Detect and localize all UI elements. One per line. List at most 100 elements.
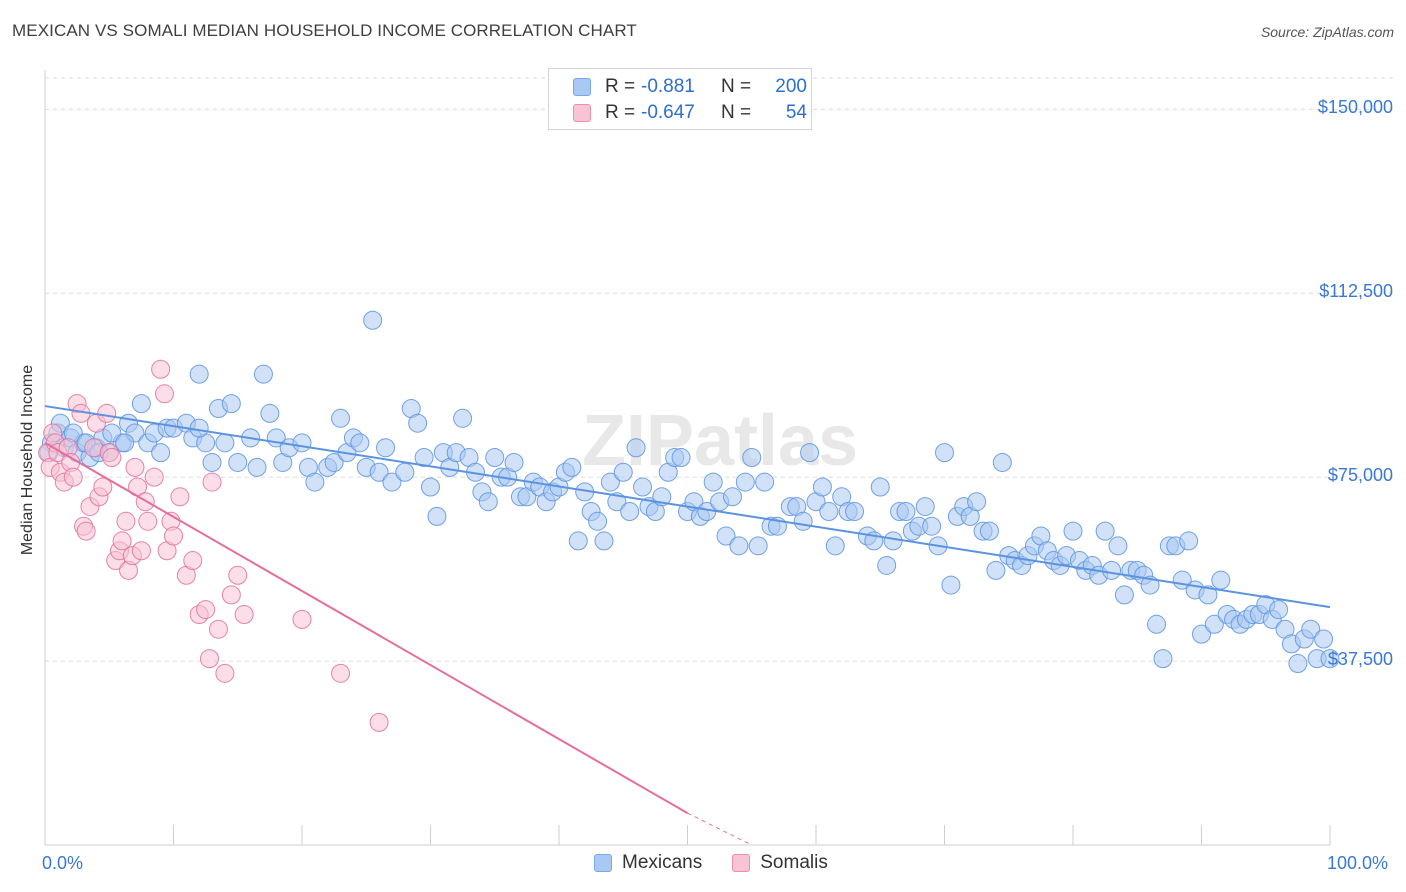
mexicans-point	[979, 521, 999, 541]
mexicans-point	[1198, 585, 1218, 605]
r-label: R =	[605, 102, 636, 123]
somalis-point	[76, 521, 96, 541]
mexicans-point	[102, 423, 122, 443]
mexicans-point	[1108, 536, 1128, 556]
mexicans-point	[845, 501, 865, 521]
mexicans-point	[331, 408, 351, 428]
mexicans-point	[594, 531, 614, 551]
mexicans-point	[716, 526, 736, 546]
mexicans-point	[382, 472, 402, 492]
somalis-point	[199, 649, 219, 669]
n-label: N =	[721, 76, 752, 97]
mexicans-point	[588, 511, 608, 531]
r-value: -0.881	[641, 76, 695, 97]
mexicans-point	[722, 487, 742, 507]
mexicans-point	[992, 452, 1012, 472]
mexicans-point	[202, 452, 222, 472]
somalis-point	[183, 551, 203, 571]
x-tick-min: 0.0%	[42, 853, 84, 873]
mexicans-point	[755, 472, 775, 492]
somalis-trend-extension	[687, 812, 752, 846]
somalis-point	[102, 448, 122, 468]
mexicans-point	[485, 448, 505, 468]
mexicans-point	[922, 516, 942, 536]
somalis-point	[112, 531, 132, 551]
n-value: 54	[785, 102, 807, 123]
somalis-point	[292, 609, 312, 629]
mexicans-point	[408, 413, 428, 433]
trend-lines	[44, 405, 1331, 846]
mexicans-swatch	[573, 78, 591, 96]
mexicans-point	[453, 408, 473, 428]
mexicans-trend-line	[44, 405, 1331, 609]
mexicans-point	[1063, 521, 1083, 541]
n-value: 200	[775, 76, 807, 97]
mexicans-point	[427, 506, 447, 526]
mexicans-point	[633, 477, 653, 497]
somalis-point	[164, 526, 183, 546]
mexicans-point	[247, 457, 267, 477]
somalis-point	[202, 472, 222, 492]
mexicans-point	[189, 364, 209, 384]
somalis-point	[196, 600, 216, 620]
mexicans-point	[613, 462, 633, 482]
mexicans-point	[600, 472, 620, 492]
legend-label-somalis: Somalis	[760, 852, 828, 873]
somalis-point	[170, 487, 190, 507]
legend-item-mexicans[interactable]: Mexicans	[594, 852, 702, 874]
legend-row-mexicans: R = -0.881 N = 200	[573, 75, 807, 99]
n-label: N =	[721, 102, 752, 123]
mexicans-point	[228, 452, 248, 472]
somalis-point	[93, 477, 113, 497]
mexicans-point	[1192, 624, 1211, 644]
mexicans-point	[877, 555, 897, 575]
mexicans-point	[395, 462, 415, 482]
mexicans-point	[1211, 570, 1231, 590]
y-tick-label: $37,500	[1327, 649, 1393, 670]
somalis-point	[208, 619, 228, 639]
mexicans-point	[626, 438, 646, 458]
somalis-point	[63, 467, 83, 487]
mexicans-point	[504, 452, 524, 472]
chart-source: Source: ZipAtlas.com	[1260, 24, 1394, 40]
legend-item-somalis[interactable]: Somalis	[732, 852, 828, 874]
y-tick-label: $75,000	[1327, 465, 1393, 486]
mexicans-point	[1269, 600, 1289, 620]
somalis-legend-swatch	[732, 854, 751, 872]
mexicans-point	[478, 492, 498, 512]
mexicans-point	[941, 575, 961, 595]
mexicans-points	[39, 310, 1340, 674]
mexicans-legend-swatch	[594, 854, 612, 872]
somalis-point	[331, 663, 351, 683]
somalis-point	[125, 457, 145, 477]
mexicans-point	[742, 448, 762, 468]
somalis-point	[116, 511, 136, 531]
somalis-points	[38, 359, 389, 732]
mexicans-point	[189, 418, 209, 438]
mexicans-point	[1179, 531, 1199, 551]
y-tick-label: $112,500	[1319, 281, 1393, 302]
legend-row-somalis: R = -0.647 N = 54	[573, 101, 807, 125]
mexicans-point	[1204, 614, 1224, 634]
mexicans-point	[793, 511, 813, 531]
mexicans-point	[1314, 629, 1334, 649]
stats-legend: R = -0.881 N = 200 R = -0.647 N = 54	[548, 68, 812, 130]
mexicans-point	[870, 477, 890, 497]
somalis-point	[369, 712, 389, 732]
mexicans-point	[800, 443, 820, 463]
mexicans-point	[369, 462, 389, 482]
mexicans-point	[305, 472, 325, 492]
mexicans-point	[414, 448, 434, 468]
mexicans-point	[1102, 560, 1122, 580]
mexicans-point	[703, 472, 723, 492]
mexicans-point	[967, 492, 987, 512]
mexicans-point	[1320, 649, 1340, 669]
x-tick-max: 100.0%	[1327, 853, 1389, 873]
mexicans-point	[1147, 614, 1167, 634]
mexicans-point	[671, 448, 691, 468]
mexicans-point	[1153, 649, 1173, 669]
mexicans-point	[221, 394, 241, 414]
mexicans-point	[620, 501, 640, 521]
mexicans-point	[735, 472, 755, 492]
y-tick-label: $150,000	[1317, 97, 1393, 118]
